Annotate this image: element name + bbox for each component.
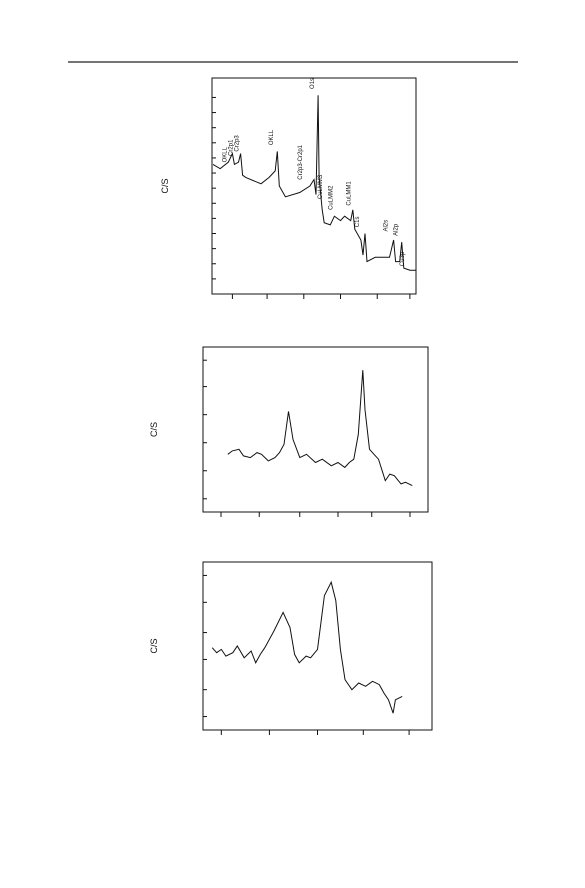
peak-label: OKLL: [222, 146, 228, 162]
peak-label: Al2p: [394, 223, 400, 236]
plot-frame: [211, 77, 417, 295]
chart: C/S: [149, 561, 433, 735]
peak-label: CuLMM3: [318, 174, 324, 199]
y-axis-label: C/S: [149, 422, 159, 437]
spectrum-line: [227, 370, 413, 487]
y-axis-label: C/S: [160, 178, 170, 193]
y-axis-label: C/S: [149, 638, 159, 653]
peak-label: O1s: [310, 78, 316, 89]
spectrum-line: [211, 580, 403, 714]
peak-label: CuLMM1: [347, 181, 353, 206]
peak-label: Al2s: [383, 220, 389, 232]
chart: C/S: [149, 346, 429, 517]
peak-label: CuLMM2: [328, 185, 334, 210]
peak-label: C1s: [355, 217, 361, 228]
plot-frame: [202, 346, 429, 513]
peak-label: Cr2p1: [228, 139, 234, 156]
peak-label: Cr2p3-Cr2p1: [298, 144, 304, 179]
peak-label: OKLL: [269, 129, 275, 145]
peak-label: Cr2p3: [235, 135, 241, 152]
peak-label: Cu3p: [400, 251, 406, 266]
spectrum-line: [212, 95, 416, 271]
